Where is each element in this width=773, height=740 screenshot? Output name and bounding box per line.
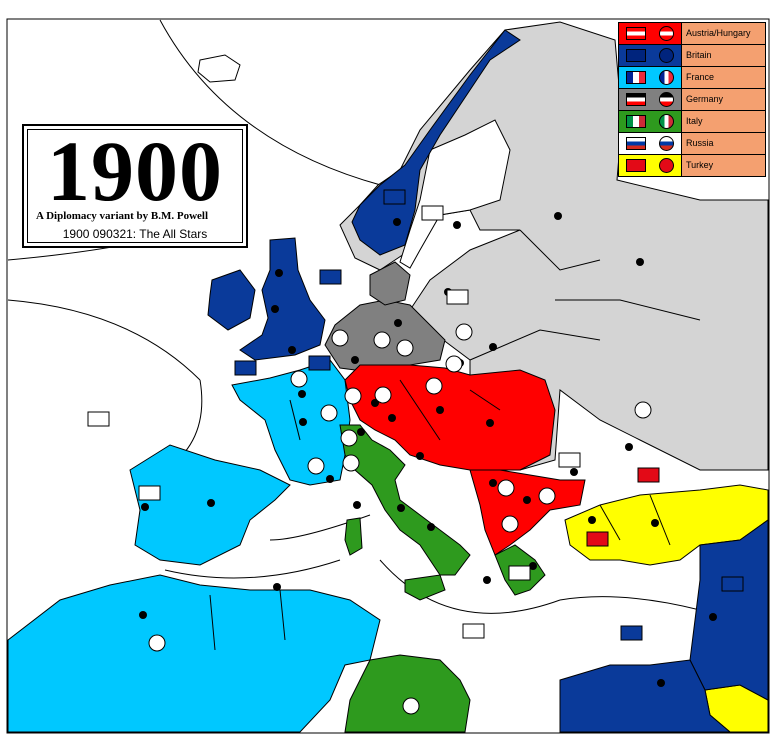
unit-army xyxy=(396,339,414,357)
unit-france-fleet xyxy=(138,485,161,501)
unit-army xyxy=(373,331,391,349)
legend-label: Germany xyxy=(681,89,765,110)
unit-army xyxy=(425,377,443,395)
legend-label: France xyxy=(681,67,765,88)
unit-army xyxy=(331,329,349,347)
unit-britain-fleet xyxy=(620,625,643,641)
legend-icons xyxy=(619,133,681,154)
unit-turkey-fleet xyxy=(637,467,660,483)
army-icon xyxy=(659,136,675,151)
unit-army xyxy=(342,454,360,472)
unit-army xyxy=(148,634,166,652)
unit-markers xyxy=(87,189,744,715)
unit-france-fleet xyxy=(87,411,110,427)
army-icon xyxy=(659,70,675,85)
unit-army xyxy=(307,457,325,475)
unit-army xyxy=(320,404,338,422)
unit-army xyxy=(402,697,420,715)
unit-army xyxy=(290,370,308,388)
legend-label: Turkey xyxy=(681,155,765,176)
unit-army xyxy=(344,387,362,405)
legend-icons xyxy=(619,155,681,176)
unit-britain-fleet xyxy=(383,189,406,205)
unit-army xyxy=(445,355,463,373)
unit-germany-fleet xyxy=(446,289,469,305)
territory-sicily xyxy=(404,574,446,601)
legend-row-italy: Italy xyxy=(619,111,765,132)
legend-label: Russia xyxy=(681,133,765,154)
territory-iceland xyxy=(197,54,241,83)
legend-row-france: France xyxy=(619,67,765,88)
army-icon xyxy=(659,114,675,129)
unit-russia-fleet xyxy=(421,205,444,221)
supply-centers xyxy=(139,212,717,687)
territory-libya xyxy=(344,654,471,733)
flag-icon xyxy=(625,137,646,150)
unit-turkey-fleet xyxy=(586,531,609,547)
unit-britain-fleet xyxy=(319,269,342,285)
legend-row-russia: Russia xyxy=(619,133,765,154)
territory-north-africa xyxy=(7,574,381,733)
legend-icons xyxy=(619,23,681,44)
title-subtitle: A Diplomacy variant by B.M. Powell xyxy=(36,210,209,222)
legend-icons xyxy=(619,45,681,66)
territory-levant xyxy=(689,519,769,701)
unit-army xyxy=(497,479,515,497)
unit-army xyxy=(634,401,652,419)
legend-row-germany: Germany xyxy=(619,89,765,110)
unit-britain-fleet xyxy=(308,355,331,371)
unit-italy-fleet xyxy=(508,565,531,581)
legend-icons xyxy=(619,89,681,110)
army-icon xyxy=(659,26,675,41)
title-box: 1900 A Diplomacy variant by B.M. Powell … xyxy=(22,124,248,248)
territory-italy xyxy=(339,424,471,576)
unit-army xyxy=(501,515,519,533)
powers-legend: Austria/Hungary Britain France Germany I… xyxy=(618,22,766,177)
territory-ireland xyxy=(207,269,256,331)
territory-austria xyxy=(344,364,556,471)
legend-label: Italy xyxy=(681,111,765,132)
territory-denmark xyxy=(369,261,411,306)
flag-icon xyxy=(625,115,646,128)
army-icon xyxy=(659,158,675,173)
territory-britain xyxy=(239,237,326,361)
legend-icons xyxy=(619,111,681,132)
unit-army xyxy=(374,386,392,404)
game-name: 1900 090321: The All Stars xyxy=(62,227,208,241)
army-icon xyxy=(659,92,675,107)
unit-army xyxy=(455,323,473,341)
flag-icon xyxy=(625,93,646,106)
title-year: 1900 xyxy=(47,123,223,219)
legend-row-britain: Britain xyxy=(619,45,765,66)
legend-label: Britain xyxy=(681,45,765,66)
unit-britain-fleet xyxy=(234,360,257,376)
legend-label: Austria/Hungary xyxy=(681,23,765,44)
unit-army xyxy=(340,429,358,447)
army-icon xyxy=(659,48,675,63)
legend-row-turkey: Turkey xyxy=(619,155,765,176)
legend-icons xyxy=(619,67,681,88)
territory-egypt xyxy=(559,659,732,733)
legend-row-austria: Austria/Hungary xyxy=(619,23,765,44)
territory-france xyxy=(231,359,351,486)
flag-icon xyxy=(625,71,646,84)
unit-britain-fleet xyxy=(721,576,744,592)
flag-icon xyxy=(625,159,646,172)
unit-russia-fleet xyxy=(558,452,581,468)
unit-army xyxy=(538,487,556,505)
unit-italy-fleet xyxy=(462,623,485,639)
flag-icon xyxy=(625,49,646,62)
territory-sardinia xyxy=(344,517,363,556)
flag-icon xyxy=(625,27,646,40)
